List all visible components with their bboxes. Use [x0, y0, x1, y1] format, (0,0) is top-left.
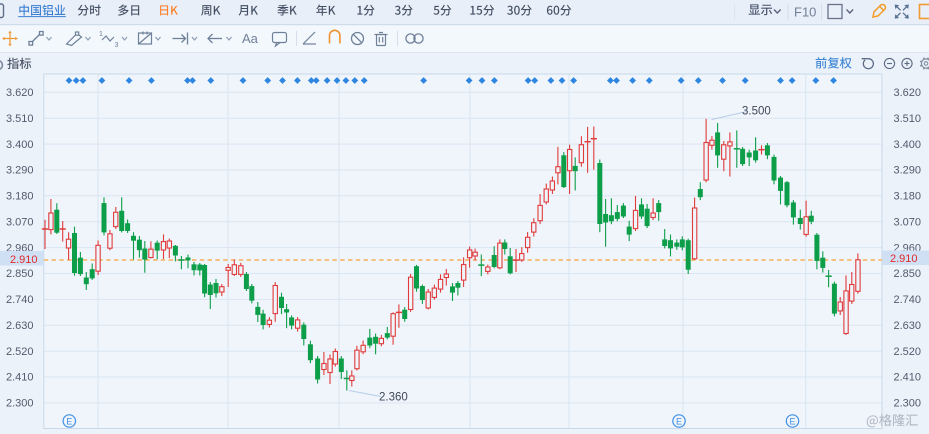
- svg-text:E: E: [676, 416, 682, 426]
- svg-text:3.180: 3.180: [894, 191, 922, 203]
- svg-text:3.400: 3.400: [894, 139, 922, 151]
- svg-text:F10: F10: [794, 5, 816, 20]
- svg-text:Aa: Aa: [242, 31, 259, 46]
- svg-text:3.500: 3.500: [742, 106, 771, 118]
- svg-text:3: 3: [115, 42, 119, 49]
- svg-text:2.740: 2.740: [6, 294, 34, 306]
- svg-text:2.850: 2.850: [6, 268, 34, 280]
- svg-text:3.070: 3.070: [6, 216, 34, 228]
- svg-text:3.180: 3.180: [6, 191, 34, 203]
- svg-text:3.400: 3.400: [6, 139, 34, 151]
- svg-text:2.910: 2.910: [890, 253, 918, 265]
- svg-text:2.630: 2.630: [6, 320, 34, 332]
- svg-text:E: E: [66, 416, 72, 426]
- svg-text:2.360: 2.360: [379, 392, 408, 404]
- svg-text:3.510: 3.510: [6, 113, 34, 125]
- svg-text:3.620: 3.620: [894, 87, 922, 99]
- svg-text:2.910: 2.910: [10, 254, 38, 266]
- svg-text:2.300: 2.300: [6, 398, 34, 410]
- svg-text:E: E: [789, 416, 795, 426]
- svg-text:2.410: 2.410: [6, 372, 34, 384]
- svg-text:2.740: 2.740: [894, 294, 922, 306]
- svg-text:2.410: 2.410: [894, 372, 922, 384]
- svg-text:3.620: 3.620: [6, 87, 34, 99]
- svg-text:2.630: 2.630: [894, 320, 922, 332]
- svg-text:2.520: 2.520: [894, 346, 922, 358]
- svg-text:3.070: 3.070: [894, 216, 922, 228]
- svg-text:2.520: 2.520: [6, 346, 34, 358]
- svg-text:3.290: 3.290: [6, 165, 34, 177]
- svg-text:2.300: 2.300: [894, 398, 922, 410]
- svg-text:1: 1: [99, 31, 103, 38]
- svg-text:2.850: 2.850: [894, 268, 922, 280]
- svg-text:3.290: 3.290: [894, 165, 922, 177]
- svg-text:3.510: 3.510: [894, 113, 922, 125]
